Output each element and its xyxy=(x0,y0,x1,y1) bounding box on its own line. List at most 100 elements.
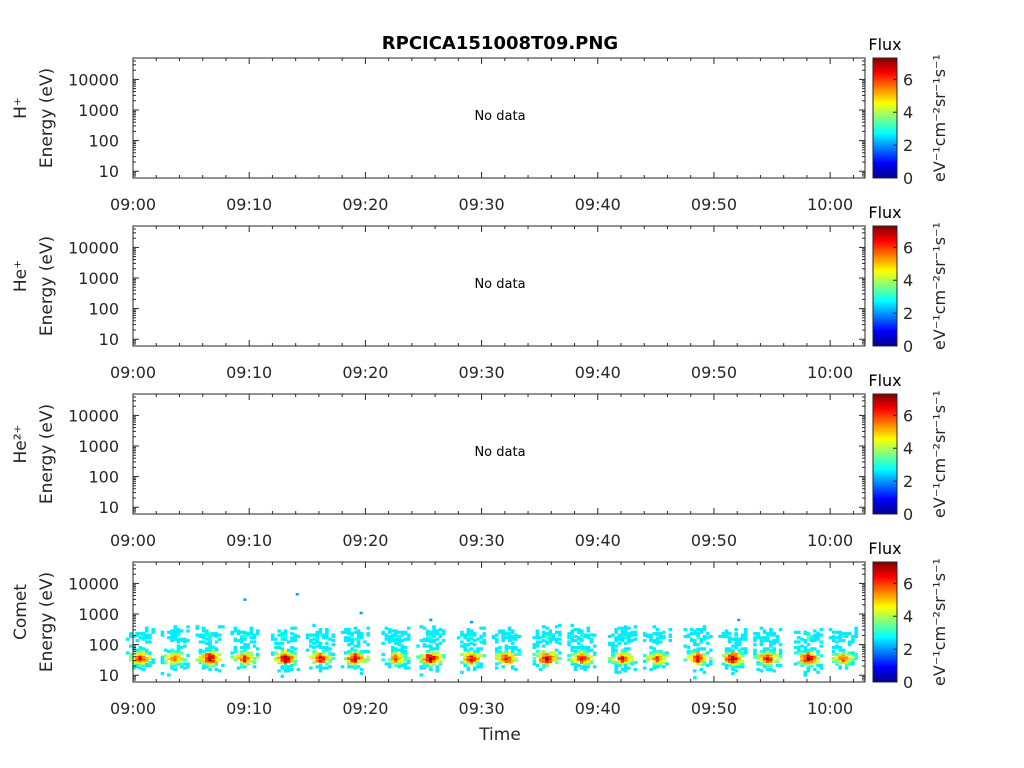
heatmap-cell xyxy=(734,652,738,656)
heatmap-cell xyxy=(693,669,697,673)
heatmap-cell xyxy=(476,652,480,656)
x-tick-label: 09:30 xyxy=(459,363,505,382)
heatmap-cell xyxy=(819,633,823,637)
heatmap-cell xyxy=(167,636,171,640)
heatmap-cell xyxy=(198,633,203,637)
heatmap-cell xyxy=(321,636,326,640)
heatmap-cell xyxy=(728,647,732,651)
heatmap-cell xyxy=(592,665,597,669)
heatmap-cell xyxy=(838,639,842,643)
heatmap-cell xyxy=(614,663,618,667)
heatmap-cell xyxy=(844,652,849,656)
x-tick-label: 09:30 xyxy=(459,195,505,214)
heatmap-cell xyxy=(702,670,707,674)
heatmap-cell xyxy=(548,629,552,633)
heatmap-cell xyxy=(429,639,433,643)
heatmap-cell xyxy=(813,655,817,659)
heatmap-cell xyxy=(724,651,729,655)
heatmap-cell xyxy=(416,655,420,659)
heatmap-cell xyxy=(570,629,574,633)
heatmap-cell xyxy=(689,656,694,661)
heatmap-cell xyxy=(744,637,748,641)
heatmap-cell xyxy=(816,652,820,656)
heatmap-cell xyxy=(740,633,745,637)
heatmap-cell xyxy=(668,633,672,637)
heatmap-cell xyxy=(170,661,174,665)
heatmap-cell xyxy=(570,632,574,636)
heatmap-cell xyxy=(356,643,361,647)
heatmap-cell xyxy=(312,650,316,654)
heatmap-cell xyxy=(803,645,807,650)
heatmap-cell xyxy=(328,647,332,651)
heatmap-cell xyxy=(620,667,625,672)
panel-2: 09:00 09:10 09:20 09:30 09:40 09:50 10:00 10 100… xyxy=(11,203,949,382)
heatmap-cell xyxy=(425,662,430,666)
x-tick-label: 09:50 xyxy=(691,699,737,718)
heatmap-cell xyxy=(397,640,401,644)
heatmap-cell xyxy=(793,651,798,655)
heatmap-cell xyxy=(573,665,578,669)
x-tick-label: 09:20 xyxy=(342,363,388,382)
heatmap-cell xyxy=(249,632,254,636)
heatmap-cell xyxy=(290,645,294,650)
heatmap-cell xyxy=(321,633,326,637)
heatmap-cell xyxy=(309,655,313,659)
heatmap-cell xyxy=(205,658,209,662)
heatmap-cell xyxy=(848,656,852,661)
heatmap-cell xyxy=(809,637,814,641)
heatmap-cell xyxy=(479,626,483,630)
heatmap-cell xyxy=(387,662,392,666)
heatmap-cell xyxy=(400,644,405,648)
heatmap-cell xyxy=(803,648,807,652)
heatmap-cell xyxy=(214,634,219,639)
heatmap-cell xyxy=(135,648,139,652)
heatmap-cell xyxy=(145,656,149,661)
heatmap-cell xyxy=(624,630,628,634)
heatmap-cell xyxy=(705,636,710,640)
heatmap-cell xyxy=(195,633,199,637)
heatmap-cell xyxy=(624,647,628,651)
heatmap-cell xyxy=(214,662,219,666)
heatmap-cell xyxy=(176,630,181,634)
heatmap-cell xyxy=(624,641,628,645)
heatmap-cell xyxy=(280,655,285,659)
colorbar-tick-label: 2 xyxy=(903,472,913,491)
heatmap-cell xyxy=(504,650,509,654)
no-data-text: No data xyxy=(474,277,525,292)
y-tick-label: 1000 xyxy=(78,605,119,624)
heatmap-cell xyxy=(611,633,615,637)
heatmap-cell xyxy=(702,655,707,659)
colorbar-tick-label: 0 xyxy=(903,169,913,188)
heatmap-cell xyxy=(686,633,691,637)
heatmap-cell xyxy=(576,630,581,634)
heatmap-cell xyxy=(387,630,392,634)
heatmap-cell xyxy=(586,636,590,640)
heatmap-cell xyxy=(435,629,439,633)
heatmap-cell xyxy=(558,630,562,634)
heatmap-cell xyxy=(145,640,149,644)
heatmap-cell xyxy=(135,632,139,636)
heatmap-cell xyxy=(469,632,474,636)
heatmap-cell xyxy=(356,650,361,654)
heatmap-cell xyxy=(387,634,392,639)
heatmap-cell xyxy=(576,636,581,640)
heatmap-cell xyxy=(252,665,257,669)
heatmap-cell xyxy=(532,659,536,663)
heatmap-cell xyxy=(514,667,518,672)
x-tick-label: 09:10 xyxy=(226,531,272,550)
heatmap-cell xyxy=(129,644,133,648)
heatmap-cell xyxy=(586,645,590,650)
heatmap-cell xyxy=(734,645,738,650)
colorbar-unit-label: eV⁻¹cm⁻²sr⁻¹s⁻¹ xyxy=(930,222,949,350)
heatmap-cell xyxy=(331,643,335,647)
heatmap-cell xyxy=(463,652,467,656)
heatmap-cell xyxy=(328,655,332,659)
heatmap-cell xyxy=(570,652,574,656)
heatmap-cell xyxy=(214,667,219,672)
heatmap-cell xyxy=(731,665,735,669)
heatmap-cell xyxy=(797,645,801,650)
heatmap-cell xyxy=(504,636,509,640)
heatmap-cell xyxy=(217,637,222,641)
heatmap-cell xyxy=(627,632,631,636)
